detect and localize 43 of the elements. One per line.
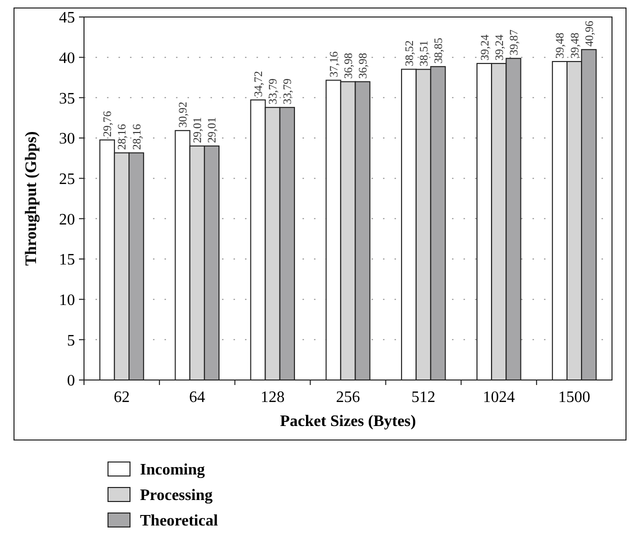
x-tick-label: 256 bbox=[336, 389, 360, 406]
x-tick-label: 64 bbox=[189, 389, 206, 406]
y-tick-label: 35 bbox=[59, 90, 75, 108]
data-label: 37,16 bbox=[328, 51, 340, 78]
data-label: 29,01 bbox=[206, 116, 219, 143]
data-label: 30,92 bbox=[178, 101, 190, 128]
x-tick-label: 1024 bbox=[482, 389, 515, 406]
data-label: 36,98 bbox=[358, 52, 370, 79]
data-label: 39,24 bbox=[494, 34, 506, 60]
data-label: 39,87 bbox=[508, 29, 520, 56]
legend-label: Theoretical bbox=[140, 512, 218, 530]
data-label: 33,79 bbox=[282, 78, 294, 104]
data-label: 39,48 bbox=[554, 32, 567, 59]
y-tick-label: 0 bbox=[67, 372, 75, 390]
y-tick-label: 15 bbox=[59, 252, 75, 269]
data-label: 29,01 bbox=[192, 116, 204, 143]
data-label: 33,79 bbox=[268, 78, 280, 104]
x-axis-title: Packet Sizes (Bytes) bbox=[280, 413, 416, 430]
y-tick-label: 40 bbox=[59, 50, 75, 67]
x-tick-label: 1500 bbox=[558, 389, 590, 406]
data-label: 40,96 bbox=[584, 20, 596, 47]
data-label: 34,72 bbox=[252, 70, 265, 97]
y-tick-label: 20 bbox=[59, 211, 75, 228]
data-label: 38,85 bbox=[433, 37, 446, 64]
y-tick-label: 25 bbox=[59, 170, 75, 188]
y-tick-label: 45 bbox=[59, 10, 75, 27]
y-tick-label: 30 bbox=[59, 130, 75, 148]
data-label: 36,98 bbox=[343, 52, 355, 79]
legend-label: Processing bbox=[140, 487, 213, 504]
y-axis-title: Throughput (Gbps) bbox=[23, 131, 40, 266]
data-label: 39,24 bbox=[479, 34, 492, 60]
data-label: 28,16 bbox=[131, 124, 144, 150]
legend-label: Incoming bbox=[140, 462, 205, 479]
x-tick-label: 128 bbox=[260, 389, 285, 406]
x-tick-label: 62 bbox=[114, 389, 130, 406]
y-tick-label: 10 bbox=[59, 292, 75, 309]
data-label: 28,16 bbox=[116, 124, 129, 150]
data-label: 38,52 bbox=[404, 40, 416, 66]
x-tick-label: 512 bbox=[411, 389, 436, 406]
data-label: 39,48 bbox=[569, 32, 582, 59]
y-tick-label: 5 bbox=[67, 332, 75, 350]
data-label: 38,51 bbox=[418, 40, 430, 66]
data-label: 29,76 bbox=[102, 110, 114, 137]
